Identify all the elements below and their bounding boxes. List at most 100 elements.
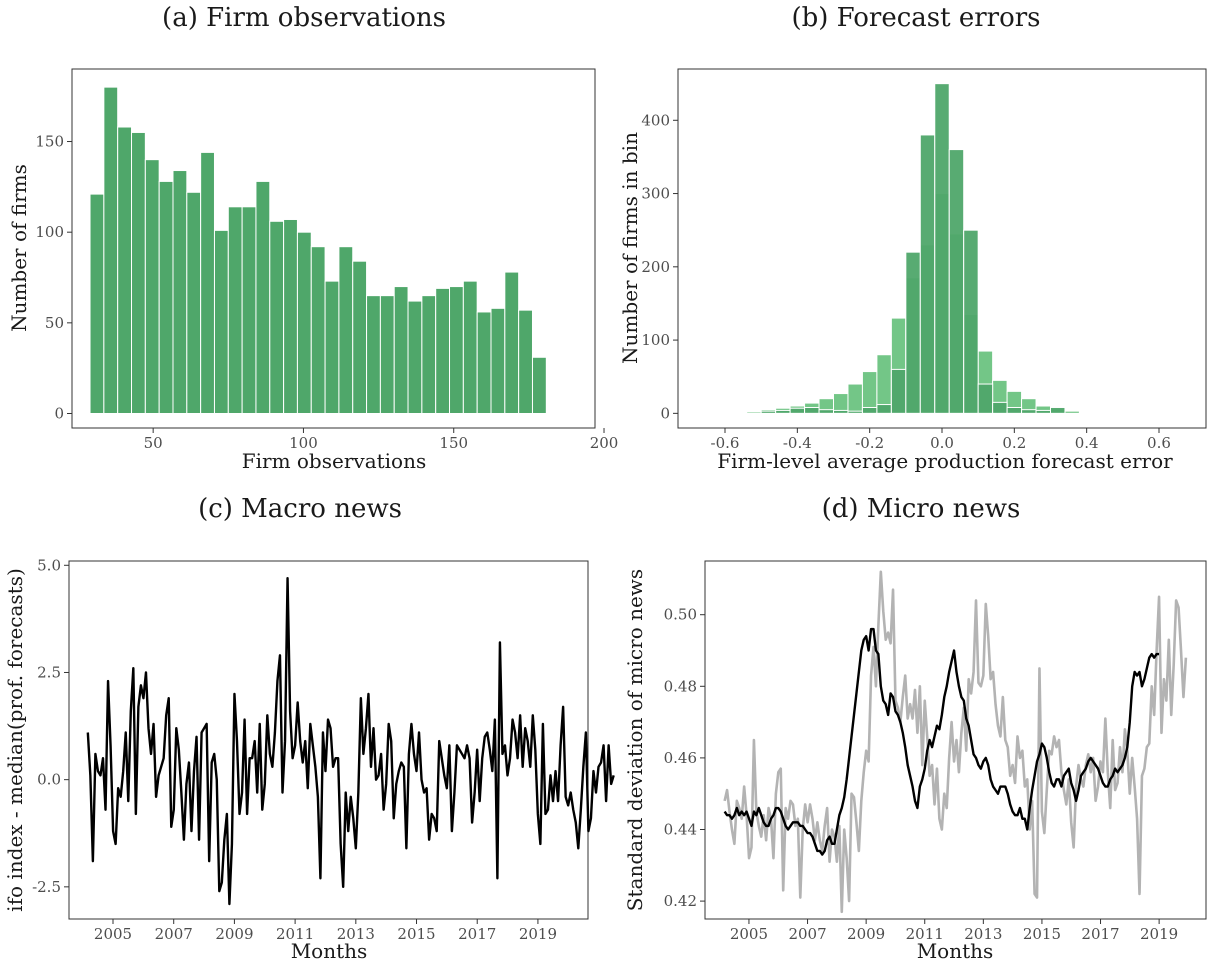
histogram-bar <box>241 206 257 414</box>
histogram-bar-light <box>746 411 762 414</box>
histogram-bar-dark <box>1049 406 1066 414</box>
histogram-bar <box>283 218 298 414</box>
panel-c-ylabel: ifo index - median(prof. forecasts) <box>3 568 27 912</box>
panel-c-xtick-label: 2011 <box>276 925 314 943</box>
series-line-monthly <box>723 570 1188 914</box>
histogram-bar-dark <box>775 409 791 414</box>
panel-b-title: (b) Forecast errors <box>791 3 1040 33</box>
panel-d-ytick-label: 0.48 <box>664 677 697 695</box>
histogram-bar <box>490 307 506 414</box>
histogram-bar-light <box>717 412 733 414</box>
panel-b-ticks: -0.6 -0.4 -0.2 0.0 0.2 0.4 0.6 0 100 200 300 400 <box>641 111 1171 452</box>
panel-b-bars <box>717 83 1095 414</box>
histogram-bar <box>103 86 119 414</box>
panel-b-ytick-label: 400 <box>641 111 670 129</box>
histogram-bar-dark <box>760 410 777 414</box>
histogram-bar-dark <box>948 149 965 414</box>
histogram-bar <box>393 286 409 414</box>
panel-c-title: (c) Macro news <box>198 494 402 524</box>
panel-a-ytick-label: 100 <box>35 223 64 241</box>
histogram-bar-dark <box>919 134 936 414</box>
panel-c-ytick-label: 2.5 <box>37 663 61 681</box>
histogram-bar <box>366 295 381 414</box>
histogram-bar <box>158 180 174 414</box>
panel-a-bars <box>89 86 547 414</box>
histogram-bar-dark <box>977 383 994 414</box>
histogram-bar-dark <box>847 410 863 414</box>
panel-c-xtick-label: 2015 <box>397 925 435 943</box>
histogram-bar-dark <box>789 407 806 414</box>
histogram-bar-dark <box>818 409 835 414</box>
panel-d-xtick-label: 2013 <box>964 925 1002 943</box>
panel-d-ytick-label: 0.44 <box>664 821 697 839</box>
panel-a-xtick-label: 50 <box>144 434 163 452</box>
histogram-bar <box>117 126 133 414</box>
panel-a-ytick-label: 50 <box>45 314 64 332</box>
histogram-bar <box>449 286 464 414</box>
panel-d-ylabel: Standard deviation of micro news <box>623 569 647 911</box>
histogram-bar <box>310 246 326 414</box>
panel-b-xtick-label: 0.4 <box>1075 434 1099 452</box>
panel-d-ytick-label: 0.50 <box>664 606 697 624</box>
panel-b-ytick-label: 300 <box>641 185 670 203</box>
histogram-bar-dark <box>861 406 878 414</box>
histogram-bar <box>338 246 354 414</box>
panel-c-ticks: 2005 2007 2009 2011 2013 2015 2017 2019 -2.5 0.0 2… <box>32 556 557 943</box>
panel-d: (d) Micro news 2005 2007 2009 2011 2013 2015 2… <box>623 494 1207 963</box>
panel-c-xlabel: Months <box>291 939 368 963</box>
panel-a-xtick-label: 200 <box>590 434 619 452</box>
histogram-bar <box>172 170 188 414</box>
histogram-bar-dark <box>1035 409 1051 414</box>
panel-b-xtick-label: 0.0 <box>930 434 954 452</box>
panel-b: (b) Forecast errors -0.6 -0.4 -0.2 0.0 0.2 0.… <box>618 3 1207 473</box>
histogram-bar <box>269 220 285 414</box>
histogram-bar-dark <box>1021 409 1037 414</box>
histogram-bar <box>255 180 271 414</box>
histogram-bar-dark <box>890 368 907 414</box>
histogram-bar <box>531 356 547 414</box>
panel-c-xtick-label: 2007 <box>155 925 193 943</box>
histogram-bar-dark <box>905 251 921 414</box>
histogram-bar-light <box>731 412 748 414</box>
panel-d-xtick-label: 2009 <box>847 925 885 943</box>
histogram-bar <box>213 229 229 414</box>
panel-b-xlabel: Firm-level average production forecast e… <box>717 449 1173 473</box>
histogram-bar <box>518 309 533 414</box>
histogram-bar-dark <box>1006 406 1023 414</box>
panel-c-xtick-label: 2019 <box>519 925 557 943</box>
panel-c-xtick-label: 2009 <box>215 925 253 943</box>
panel-b-xtick-label: -0.4 <box>783 434 812 452</box>
histogram-bar <box>227 206 243 414</box>
panel-d-ticks: 2005 2007 2009 2011 2013 2015 2017 2019 0.42 0.44… <box>664 606 1179 943</box>
panel-a-ytick-label: 0 <box>54 404 64 422</box>
histogram-bar <box>421 295 437 414</box>
panel-d-title: (d) Micro news <box>822 494 1021 524</box>
histogram-bar <box>89 193 105 414</box>
panel-d-ytick-label: 0.42 <box>664 892 697 910</box>
histogram-bar-dark <box>804 406 820 414</box>
panel-d-xtick-label: 2011 <box>906 925 944 943</box>
panel-c-lines <box>86 576 615 906</box>
histogram-bar-dark <box>992 401 1008 414</box>
panel-b-ylabel: Number of firms in bin <box>618 132 642 364</box>
panel-b-ytick-label: 200 <box>641 258 670 276</box>
panel-a-ylabel: Number of firms <box>7 164 31 332</box>
histogram-bar <box>504 271 520 414</box>
panel-c-ytick-label: -2.5 <box>32 878 61 896</box>
panel-d-xtick-label: 2015 <box>1023 925 1061 943</box>
panel-b-xtick-label: 0.2 <box>1002 434 1026 452</box>
panel-a-xtick-label: 150 <box>439 434 468 452</box>
panel-b-xtick-label: -0.2 <box>855 434 884 452</box>
panel-d-xlabel: Months <box>917 939 994 963</box>
panel-d-xtick-label: 2019 <box>1140 925 1178 943</box>
histogram-bar-light <box>847 383 863 414</box>
histogram-bar <box>462 280 478 414</box>
panel-c: (c) Macro news 2005 2007 2009 2011 2013 2015 2… <box>3 494 615 963</box>
histogram-bar <box>476 311 492 414</box>
series-line <box>86 576 615 906</box>
panel-b-ytick-label: 0 <box>660 404 670 422</box>
histogram-bar <box>407 300 423 414</box>
histogram-bar <box>296 231 312 414</box>
